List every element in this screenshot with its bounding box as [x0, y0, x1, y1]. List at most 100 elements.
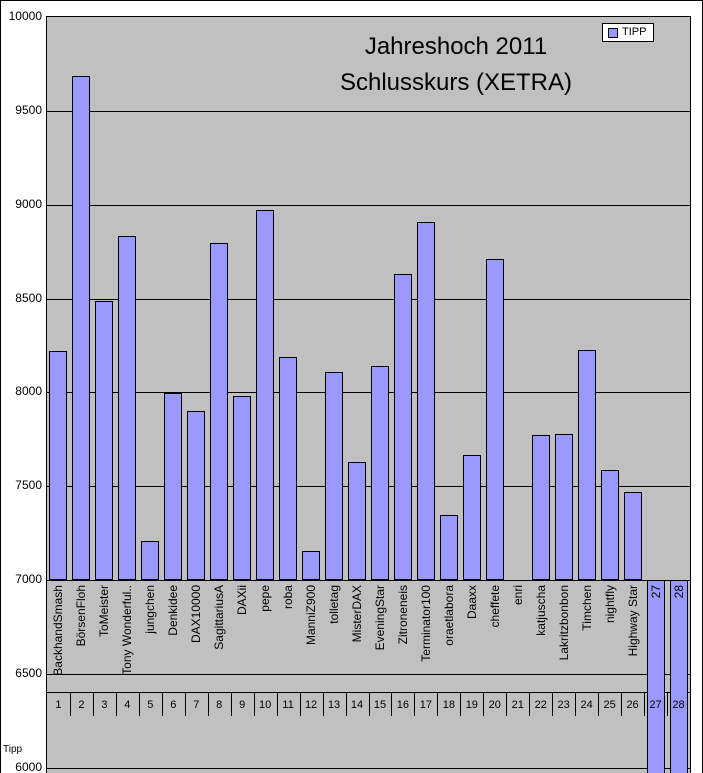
bar-27 [646, 580, 665, 773]
legend-swatch-icon [608, 27, 618, 38]
category-label-27: 27 [648, 585, 663, 599]
bar-24 [577, 350, 596, 580]
category-tick-separator [506, 692, 507, 716]
category-number-26: 26 [626, 699, 639, 711]
category-label-12: ManniZ900 [304, 585, 319, 646]
category-label-26: Highway Star [625, 585, 640, 657]
category-number-20: 20 [488, 699, 501, 711]
chart-title-line2: Schlusskurs (XETRA) [339, 69, 573, 96]
category-label-21: enri [510, 585, 525, 606]
category-tick-separator [185, 692, 186, 716]
category-tick-separator [208, 692, 209, 716]
bottom-left-note: Tipp [3, 744, 23, 755]
category-label-28: 28 [671, 585, 686, 599]
category-label-8: SagittariusA [212, 585, 227, 650]
chart-title-line1: Jahreshoch 2011 [364, 33, 548, 60]
category-tick-separator [414, 692, 415, 716]
category-number-2: 2 [78, 699, 85, 711]
category-tick-separator [162, 692, 163, 716]
bar-20 [485, 259, 504, 580]
bar-7 [187, 411, 206, 580]
category-tick-separator [529, 692, 530, 716]
category-number-19: 19 [465, 699, 478, 711]
category-label-19: Daaxx [464, 585, 479, 620]
category-tick-separator [70, 692, 71, 716]
bar-28 [669, 580, 688, 773]
category-tick-separator [231, 692, 232, 716]
y-tick-8500: 8500 [15, 290, 42, 305]
bar-13 [325, 371, 344, 580]
bar-25 [600, 470, 619, 580]
category-label-18: oraetlabora [441, 585, 456, 646]
category-number-5: 5 [147, 699, 154, 711]
legend-label: TIPP [622, 26, 647, 38]
category-tick-separator [460, 692, 461, 716]
plot-area: BackhandSmash BörsenFloh ToMeister Tony Won… [46, 16, 691, 773]
y-tick-9500: 9500 [15, 102, 42, 117]
category-label-23: Lakritzbonbon [556, 585, 571, 661]
category-number-17: 17 [419, 699, 433, 711]
category-label-13: tolletag [327, 585, 342, 624]
category-label-10: pepe [258, 585, 273, 612]
category-label-14: MisterDAX [350, 585, 365, 643]
category-tick-separator [300, 692, 301, 716]
bar-10 [256, 210, 275, 580]
category-number-16: 16 [396, 699, 410, 711]
bar-1 [49, 351, 68, 580]
category-label-1: BackhandSmash [51, 585, 66, 676]
gridline-7000 [47, 580, 690, 581]
category-tick-separator [116, 692, 117, 716]
category-tick-separator [644, 692, 645, 716]
bar-19 [462, 455, 481, 580]
bar-2 [72, 76, 91, 580]
bar-8 [210, 243, 229, 580]
category-tick-separator [575, 692, 576, 716]
category-number-6: 6 [170, 699, 177, 711]
chart-title: Jahreshoch 2011 Schlusskurs (XETRA) [231, 29, 681, 101]
bar-23 [554, 433, 573, 580]
category-number-11: 11 [282, 699, 294, 711]
category-number-27: 27 [649, 699, 662, 711]
y-tick-7000: 7000 [15, 572, 42, 586]
category-label-5: jungchen [143, 585, 158, 634]
category-tick-separator [323, 692, 324, 716]
category-number-15: 15 [373, 699, 387, 711]
category-number-21: 21 [511, 699, 524, 711]
gridline-6000 [47, 767, 690, 769]
y-tick-6000: 6000 [15, 759, 42, 773]
bar-22 [531, 434, 550, 580]
y-tick-9000: 9000 [15, 196, 42, 211]
category-tick-separator [667, 692, 668, 716]
y-tick-8000: 8000 [15, 384, 42, 399]
category-label-3: ToMeister [97, 585, 112, 638]
category-tick-separator [483, 692, 484, 716]
category-number-12: 12 [304, 699, 318, 711]
y-tick-10000: 10000 [8, 9, 42, 23]
category-label-22: katjuscha [533, 585, 548, 636]
bar-6 [164, 393, 183, 580]
category-tick-separator [277, 692, 278, 716]
category-tick-separator [254, 692, 255, 716]
gridline-9000 [47, 204, 690, 206]
category-label-4: Tony Wonderful.. [120, 585, 135, 675]
category-number-13: 13 [327, 699, 341, 711]
category-label-24: Timchen [579, 585, 594, 631]
category-number-18: 18 [442, 699, 455, 711]
category-number-7: 7 [193, 699, 200, 711]
category-label-2: BörsenFloh [74, 585, 89, 647]
category-tick-separator [369, 692, 370, 716]
category-number-28: 28 [672, 699, 685, 711]
category-axis-separator [47, 692, 690, 693]
category-tick-separator [437, 692, 438, 716]
gridline-6500 [47, 673, 690, 675]
category-number-23: 23 [557, 699, 570, 711]
category-tick-separator [552, 692, 553, 716]
bar-16 [393, 274, 412, 580]
category-tick-separator [598, 692, 599, 716]
category-label-15: EveningStar [372, 585, 387, 651]
category-tick-separator [346, 692, 347, 716]
category-label-17: Terminator100 [418, 585, 433, 662]
category-number-22: 22 [534, 699, 547, 711]
gridline-8500 [47, 298, 690, 300]
